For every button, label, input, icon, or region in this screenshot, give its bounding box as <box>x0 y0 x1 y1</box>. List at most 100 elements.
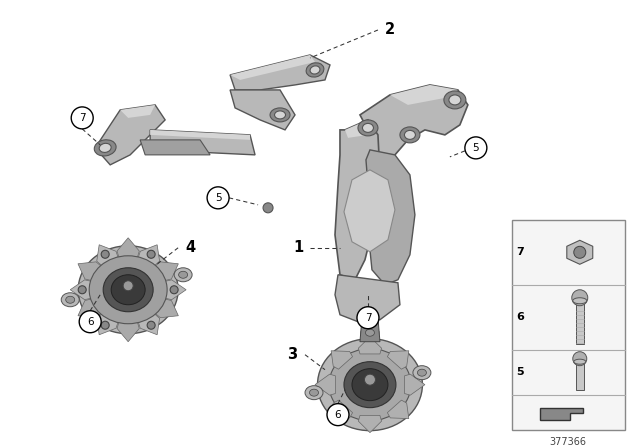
Ellipse shape <box>89 256 167 324</box>
Polygon shape <box>78 262 101 280</box>
Text: 6: 6 <box>335 409 341 420</box>
Polygon shape <box>70 280 92 300</box>
Polygon shape <box>576 301 584 344</box>
Polygon shape <box>78 299 101 318</box>
Polygon shape <box>156 262 179 280</box>
Ellipse shape <box>179 271 188 278</box>
Polygon shape <box>230 90 295 130</box>
Ellipse shape <box>362 123 374 133</box>
Polygon shape <box>335 120 380 280</box>
Polygon shape <box>576 362 584 390</box>
Polygon shape <box>97 314 118 335</box>
Ellipse shape <box>310 389 319 396</box>
Polygon shape <box>140 140 210 155</box>
Text: 5: 5 <box>472 143 479 153</box>
Polygon shape <box>331 400 353 418</box>
Ellipse shape <box>78 246 178 334</box>
Ellipse shape <box>352 369 388 401</box>
Text: 3: 3 <box>287 347 297 362</box>
Text: 7: 7 <box>365 313 371 323</box>
Ellipse shape <box>99 143 111 152</box>
Text: 5: 5 <box>215 193 221 203</box>
Ellipse shape <box>364 374 376 385</box>
Circle shape <box>573 352 587 366</box>
Polygon shape <box>230 55 330 90</box>
Polygon shape <box>387 351 409 369</box>
Text: 377366: 377366 <box>550 437 587 447</box>
Ellipse shape <box>111 275 145 305</box>
Ellipse shape <box>103 268 153 312</box>
Polygon shape <box>540 408 583 420</box>
Ellipse shape <box>329 349 411 421</box>
Circle shape <box>207 187 229 209</box>
Ellipse shape <box>305 386 323 400</box>
Polygon shape <box>315 374 335 395</box>
Circle shape <box>574 246 586 258</box>
Ellipse shape <box>404 130 415 139</box>
Polygon shape <box>138 314 159 335</box>
Ellipse shape <box>66 296 75 303</box>
Polygon shape <box>387 400 409 418</box>
Circle shape <box>101 250 109 258</box>
Polygon shape <box>230 55 315 80</box>
Ellipse shape <box>358 120 378 136</box>
Ellipse shape <box>573 298 587 304</box>
Text: 5: 5 <box>516 367 524 377</box>
Circle shape <box>78 286 86 294</box>
Ellipse shape <box>61 293 79 307</box>
Polygon shape <box>358 337 381 354</box>
Polygon shape <box>117 238 140 257</box>
Polygon shape <box>120 105 155 118</box>
Ellipse shape <box>344 362 396 408</box>
Circle shape <box>357 307 379 329</box>
Polygon shape <box>97 245 118 266</box>
Ellipse shape <box>365 329 374 336</box>
Ellipse shape <box>270 108 290 122</box>
Polygon shape <box>360 85 468 175</box>
Polygon shape <box>335 275 400 322</box>
Polygon shape <box>360 318 380 342</box>
Polygon shape <box>331 351 353 369</box>
Polygon shape <box>156 299 179 318</box>
Circle shape <box>465 137 487 159</box>
Ellipse shape <box>361 326 379 340</box>
Ellipse shape <box>174 268 192 282</box>
Ellipse shape <box>417 369 426 376</box>
Circle shape <box>263 203 273 213</box>
Polygon shape <box>150 130 250 140</box>
Ellipse shape <box>574 359 586 364</box>
Polygon shape <box>358 415 381 433</box>
Ellipse shape <box>413 366 431 379</box>
Circle shape <box>572 290 588 306</box>
Text: 7: 7 <box>516 247 524 257</box>
Polygon shape <box>345 120 368 138</box>
Polygon shape <box>344 170 395 252</box>
Ellipse shape <box>400 127 420 143</box>
Text: 4: 4 <box>185 240 195 255</box>
Text: 2: 2 <box>385 22 395 38</box>
Polygon shape <box>165 280 186 300</box>
Polygon shape <box>95 105 165 165</box>
Circle shape <box>147 321 155 329</box>
Text: 6: 6 <box>87 317 93 327</box>
Circle shape <box>79 311 101 333</box>
Polygon shape <box>117 323 140 342</box>
Circle shape <box>327 404 349 426</box>
Ellipse shape <box>449 95 461 105</box>
Circle shape <box>170 286 178 294</box>
FancyBboxPatch shape <box>512 220 625 430</box>
Ellipse shape <box>317 339 422 431</box>
Ellipse shape <box>310 66 320 74</box>
Ellipse shape <box>123 281 133 291</box>
Polygon shape <box>404 374 425 395</box>
Polygon shape <box>390 85 458 105</box>
Ellipse shape <box>306 63 324 77</box>
Ellipse shape <box>444 91 466 109</box>
Circle shape <box>147 250 155 258</box>
Polygon shape <box>366 150 415 285</box>
Polygon shape <box>138 245 159 266</box>
Text: 1: 1 <box>293 240 303 255</box>
Polygon shape <box>150 130 255 155</box>
Ellipse shape <box>275 111 285 119</box>
Text: 6: 6 <box>516 312 524 322</box>
